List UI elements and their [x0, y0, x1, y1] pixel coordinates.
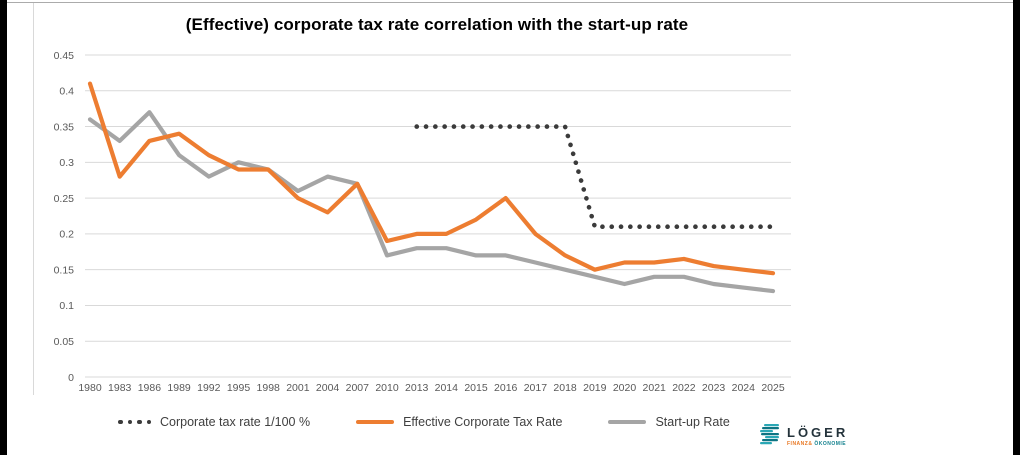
x-tick-label: 1986: [138, 382, 162, 394]
logo-tagline-left: FINANZ&: [787, 441, 813, 447]
y-tick-label: 0: [68, 372, 74, 384]
x-tick-label: 2025: [761, 382, 785, 394]
legend-label-startup-rate: Start-up Rate: [655, 415, 730, 429]
logo-text-block: LÖGER FINANZ& ÖKONOMIE: [787, 424, 848, 447]
y-tick-label: 0.2: [59, 229, 74, 241]
x-tick-label: 2007: [346, 382, 370, 394]
y-tick-label: 0.25: [54, 193, 75, 205]
logo-tagline: FINANZ& ÖKONOMIE: [787, 442, 848, 447]
legend-item-corporate-tax-rate: Corporate tax rate 1/100 %: [118, 415, 310, 429]
x-tick-label: 1989: [167, 382, 191, 394]
chart-title: (Effective) corporate tax rate correlati…: [185, 15, 689, 34]
x-tick-label: 2017: [524, 382, 548, 394]
x-axis-labels: 1980 1983 1986 1989 1992 1995 1998 2001 2004 2007…: [78, 382, 785, 394]
x-tick-label: 2024: [732, 382, 756, 394]
logo-tagline-right: ÖKONOMIE: [814, 441, 847, 447]
legend-item-startup-rate: Start-up Rate: [608, 415, 730, 429]
chart-frame-left-line: [33, 3, 34, 395]
x-tick-label: 2010: [375, 382, 399, 394]
series-line-2: [87, 110, 776, 294]
y-tick-label: 0.35: [54, 121, 75, 133]
y-tick-label: 0.45: [54, 50, 75, 62]
x-tick-label: 2023: [702, 382, 726, 394]
logo-stripes-icon: [760, 424, 779, 445]
x-tick-label: 2019: [583, 382, 607, 394]
x-tick-label: 1998: [257, 382, 281, 394]
x-tick-label: 2020: [613, 382, 637, 394]
x-tick-label: 2021: [643, 382, 667, 394]
series-line-1: [87, 81, 776, 276]
x-tick-label: 2001: [286, 382, 310, 394]
y-tick-label: 0.4: [59, 86, 74, 98]
legend-item-effective-corporate-tax-rate: Effective Corporate Tax Rate: [356, 415, 562, 429]
x-tick-label: 2004: [316, 382, 340, 394]
series-line-0: [414, 124, 776, 229]
chart-legend: Corporate tax rate 1/100 % Effective Cor…: [118, 410, 730, 434]
gray-series-marker-icon: [608, 419, 647, 425]
y-tick-label: 0.15: [54, 264, 75, 276]
x-tick-label: 1983: [108, 382, 132, 394]
dotted-series-marker-icon: [118, 419, 151, 425]
x-tick-label: 1995: [227, 382, 251, 394]
top-frame-line: [7, 2, 1013, 3]
y-axis-labels: 0.45 0.4 0.35 0.3 0.25 0.2 0.15 0.1 0.05 0: [54, 50, 75, 384]
gridlines: [85, 54, 791, 378]
x-tick-label: 2015: [464, 382, 488, 394]
x-tick-label: 2016: [494, 382, 518, 394]
orange-series-marker-icon: [356, 419, 395, 425]
legend-label-corporate-tax-rate: Corporate tax rate 1/100 %: [160, 415, 311, 429]
x-tick-label: 2022: [672, 382, 696, 394]
y-tick-label: 0.05: [54, 336, 75, 348]
legend-label-effective-corporate-tax-rate: Effective Corporate Tax Rate: [403, 415, 563, 429]
x-tick-label: 1992: [197, 382, 221, 394]
x-tick-label: 2018: [553, 382, 577, 394]
loger-logo: LÖGER FINANZ& ÖKONOMIE: [760, 424, 848, 447]
y-tick-label: 0.3: [59, 157, 74, 169]
x-tick-label: 2013: [405, 382, 429, 394]
x-tick-label: 2014: [435, 382, 459, 394]
right-edge-bar: [1013, 0, 1020, 455]
left-edge-bar: [0, 0, 7, 455]
logo-brand-text: LÖGER: [787, 425, 849, 440]
x-tick-label: 1980: [78, 382, 102, 394]
y-tick-label: 0.1: [59, 300, 74, 312]
series-lines: [87, 81, 776, 294]
